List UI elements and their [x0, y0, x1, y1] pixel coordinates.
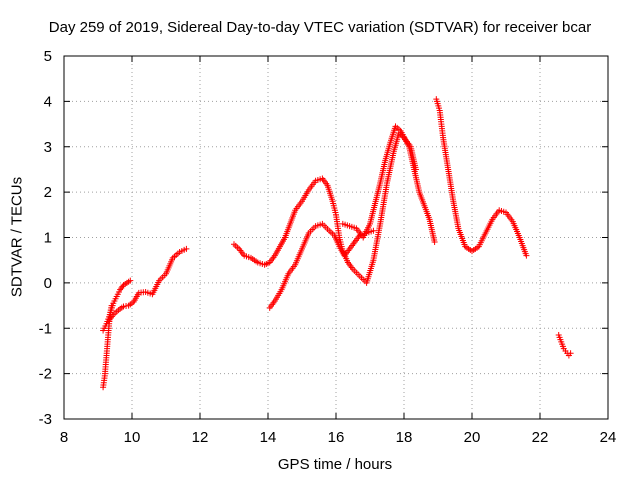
data-point — [183, 245, 190, 252]
data-point — [431, 239, 438, 246]
data-point — [567, 350, 574, 357]
y-tick-label: 2 — [44, 184, 52, 201]
y-tick-label: 5 — [44, 48, 52, 65]
chart-title: Day 259 of 2019, Sidereal Day-to-day VTE… — [48, 19, 592, 36]
data-point — [523, 252, 530, 259]
x-axis-label: GPS time / hours — [277, 456, 393, 473]
x-tick-label: 12 — [192, 429, 209, 446]
y-tick-label: 1 — [44, 230, 52, 247]
series-seg-d — [266, 220, 377, 311]
y-tick-label: -2 — [39, 366, 52, 383]
y-tick-label: 4 — [44, 93, 52, 110]
series-seg-h — [555, 332, 574, 359]
x-tick-label: 14 — [260, 429, 277, 446]
data-point — [127, 277, 134, 284]
series-seg-e — [333, 130, 438, 286]
x-tick-label: 22 — [532, 429, 549, 446]
x-tick-label: 10 — [124, 429, 141, 446]
x-tick-label: 24 — [600, 429, 617, 446]
x-tick-label: 16 — [328, 429, 345, 446]
series-seg-b — [105, 245, 190, 325]
y-tick-label: -1 — [39, 320, 52, 337]
x-tick-label: 8 — [60, 429, 68, 446]
series-seg-g — [433, 96, 530, 259]
y-tick-label: 0 — [44, 275, 52, 292]
y-tick-label: -3 — [39, 411, 52, 428]
y-tick-label: 3 — [44, 139, 52, 156]
series-seg-c — [231, 175, 339, 268]
y-axis-label: SDTVAR / TECUs — [8, 176, 26, 298]
data-markers — [100, 96, 574, 391]
x-tick-label: 18 — [396, 429, 413, 446]
data-point — [412, 166, 419, 173]
data-point — [370, 227, 377, 234]
x-tick-label: 20 — [464, 429, 481, 446]
series-seg-f — [339, 123, 419, 241]
